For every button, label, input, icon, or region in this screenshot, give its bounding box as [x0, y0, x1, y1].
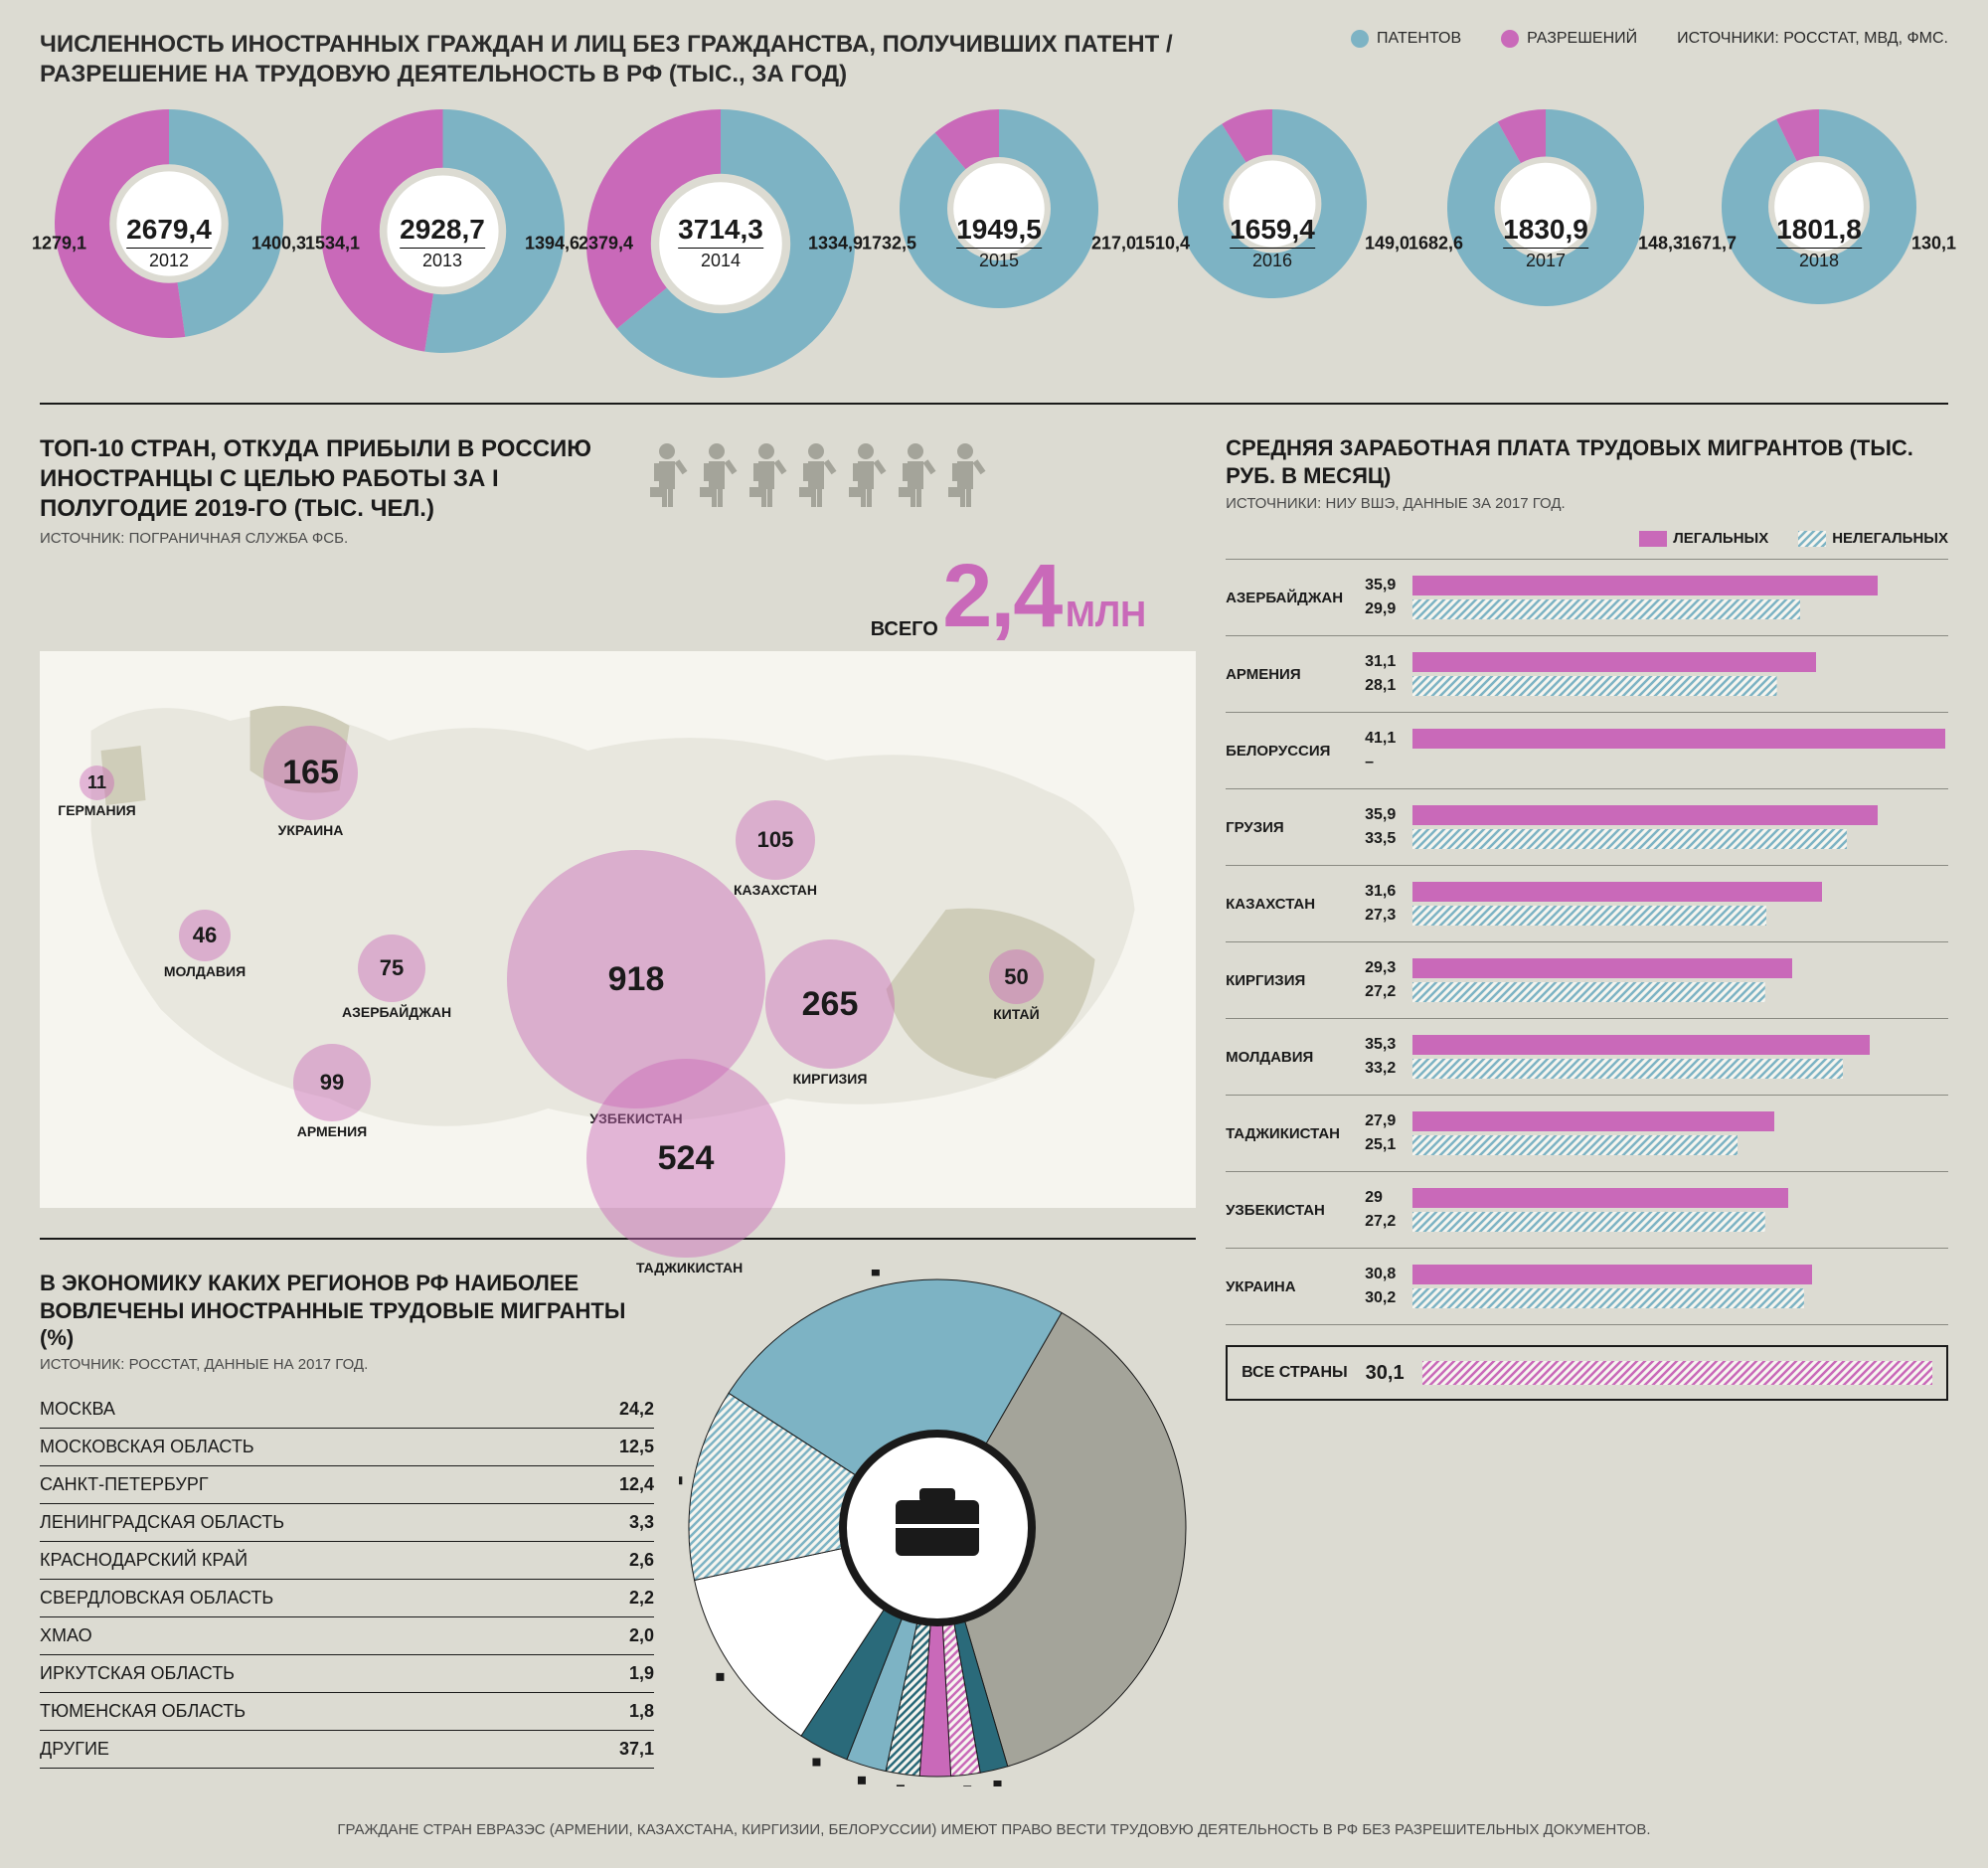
swatch-illegal: [1798, 531, 1826, 547]
region-row: СВЕРДЛОВСКАЯ ОБЛАСТЬ2,2: [40, 1580, 654, 1617]
sec2-title: ТОП-10 СТРАН, ОТКУДА ПРИБЫЛИ В РОССИЮ ИН…: [40, 434, 616, 524]
wage-total-bar: [1422, 1361, 1932, 1385]
wage-row: ГРУЗИЯ 35,9 33,5: [1226, 788, 1948, 865]
region-row: ТЮМЕНСКАЯ ОБЛАСТЬ1,8: [40, 1693, 654, 1731]
wage-row: АРМЕНИЯ 31,1 28,1: [1226, 635, 1948, 712]
map-chart: 918УЗБЕКИСТАН524ТАДЖИКИСТАН265КИРГИЗИЯ16…: [40, 651, 1196, 1208]
country-label: УКРАИНА: [261, 822, 361, 838]
sec2-header: ТОП-10 СТРАН, ОТКУДА ПРИБЫЛИ В РОССИЮ ИН…: [40, 434, 1196, 547]
wage-row: УКРАИНА 30,8 30,2: [1226, 1248, 1948, 1325]
wage-row: КИРГИЗИЯ 29,3 27,2: [1226, 941, 1948, 1018]
wage-row: АЗЕРБАЙДЖАН 35,9 29,9: [1226, 559, 1948, 635]
footer-note: ГРАЖДАНЕ СТРАН ЕВРАЗЭС (АРМЕНИИ, КАЗАХСТ…: [40, 1821, 1948, 1838]
country-label: МОЛДАВИЯ: [155, 963, 254, 979]
region-row: САНКТ-ПЕТЕРБУРГ12,4: [40, 1466, 654, 1504]
donut-2017: 1830,92017 1682,6 148,3: [1416, 109, 1675, 378]
bubble-УКРАИНА: 165: [263, 726, 358, 820]
legend-dot-permits: [1501, 30, 1519, 48]
region-row: ХМАО2,0: [40, 1617, 654, 1655]
region-row: ИРКУТСКАЯ ОБЛАСТЬ1,9: [40, 1655, 654, 1693]
sec3-source: ИСТОЧНИК: РОССТАТ, ДАННЫЕ НА 2017 ГОД.: [40, 1356, 654, 1373]
wage-table: АЗЕРБАЙДЖАН 35,9 29,9 АРМЕНИЯ 31,1 28,1 …: [1226, 559, 1948, 1325]
region-row: МОСКВА24,2: [40, 1391, 654, 1429]
secR-title: СРЕДНЯЯ ЗАРАБОТНАЯ ПЛАТА ТРУДОВЫХ МИГРАН…: [1226, 434, 1948, 489]
legend-legal: ЛЕГАЛЬНЫХ: [1673, 530, 1768, 547]
sec2-total-unit: МЛН: [1066, 594, 1146, 634]
wage-row: КАЗАХСТАН 31,6 27,3: [1226, 865, 1948, 941]
wage-row: БЕЛОРУССИЯ 41,1 –: [1226, 712, 1948, 788]
secR-source: ИСТОЧНИКИ: НИУ ВШЭ, ДАННЫЕ ЗА 2017 ГОД.: [1226, 495, 1948, 512]
worker-icon: [646, 439, 688, 509]
worker-icons: [646, 439, 986, 509]
donut-2013: 2928,72013 1534,1 1394,6: [313, 109, 572, 378]
sec2-total-label: ВСЕГО: [871, 618, 938, 640]
legend-label-patents: ПАТЕНТОВ: [1377, 30, 1461, 47]
worker-icon: [696, 439, 738, 509]
sec2-total-value: 2,4: [942, 547, 1061, 646]
country-label: КАЗАХСТАН: [726, 882, 825, 898]
bubble-ТАДЖИКИСТАН: 524: [586, 1059, 785, 1258]
wage-total-value: 30,1: [1366, 1362, 1405, 1385]
bubble-КАЗАХСТАН: 105: [736, 800, 815, 880]
sec1-title: ЧИСЛЕННОСТЬ ИНОСТРАННЫХ ГРАЖДАН И ЛИЦ БЕ…: [40, 30, 1332, 89]
sec3: В ЭКОНОМИКУ КАКИХ РЕГИОНОВ РФ НАИБОЛЕЕ В…: [40, 1270, 1196, 1786]
donut-2014: 3714,32014 2379,4 1334,9: [586, 109, 855, 378]
sec3-title: В ЭКОНОМИКУ КАКИХ РЕГИОНОВ РФ НАИБОЛЕЕ В…: [40, 1270, 654, 1352]
donut-2012: 2679,42012 1279,1 1400,3: [40, 109, 298, 378]
donut-row: 2679,42012 1279,1 1400,3 2928,72013 1534…: [40, 109, 1948, 378]
donut-2016: 1659,42016 1510,4 149,0: [1143, 109, 1402, 378]
bubble-КИРГИЗИЯ: 265: [765, 939, 895, 1069]
legend-illegal: НЕЛЕГАЛЬНЫХ: [1832, 530, 1948, 547]
regions-pie: [679, 1270, 1196, 1786]
swatch-legal: [1639, 531, 1667, 547]
sec1-header: ЧИСЛЕННОСТЬ ИНОСТРАННЫХ ГРАЖДАН И ЛИЦ БЕ…: [40, 30, 1948, 89]
wage-total-row: ВСЕ СТРАНЫ 30,1: [1226, 1345, 1948, 1401]
region-row: ДРУГИЕ37,1: [40, 1731, 654, 1769]
wage-total-label: ВСЕ СТРАНЫ: [1242, 1364, 1348, 1382]
bubble-ГЕРМАНИЯ: 11: [80, 765, 114, 800]
worker-icon: [795, 439, 837, 509]
wage-row: МОЛДАВИЯ 35,3 33,2: [1226, 1018, 1948, 1095]
wage-row: УЗБЕКИСТАН 29 27,2: [1226, 1171, 1948, 1248]
country-label: АЗЕРБАЙДЖАН: [342, 1004, 441, 1020]
worker-icon: [845, 439, 887, 509]
legend-label-permits: РАЗРЕШЕНИЙ: [1527, 30, 1637, 47]
sec1-legend: ПАТЕНТОВ РАЗРЕШЕНИЙ ИСТОЧНИКИ: РОССТАТ, …: [1351, 30, 1948, 48]
worker-icon: [895, 439, 936, 509]
worker-icon: [944, 439, 986, 509]
country-label: АРМЕНИЯ: [282, 1123, 382, 1139]
region-row: ЛЕНИНГРАДСКАЯ ОБЛАСТЬ3,3: [40, 1504, 654, 1542]
bubble-АЗЕРБАЙДЖАН: 75: [358, 934, 425, 1002]
sec2-source: ИСТОЧНИК: ПОГРАНИЧНАЯ СЛУЖБА ФСБ.: [40, 530, 616, 547]
donut-2015: 1949,52015 1732,5 217,0: [870, 109, 1128, 378]
country-label: КИТАЙ: [967, 1006, 1067, 1022]
divider-2: [40, 1238, 1196, 1240]
regions-table: МОСКВА24,2МОСКОВСКАЯ ОБЛАСТЬ12,5САНКТ-ПЕ…: [40, 1391, 654, 1769]
region-row: МОСКОВСКАЯ ОБЛАСТЬ12,5: [40, 1429, 654, 1466]
bubble-МОЛДАВИЯ: 46: [179, 910, 231, 961]
sec1-sources: ИСТОЧНИКИ: РОССТАТ, МВД, ФМС.: [1677, 30, 1948, 48]
region-row: КРАСНОДАРСКИЙ КРАЙ2,6: [40, 1542, 654, 1580]
sec2-total: ВСЕГО 2,4 МЛН: [40, 552, 1146, 641]
divider-1: [40, 403, 1948, 405]
country-label: КИРГИЗИЯ: [780, 1071, 880, 1087]
bubble-КИТАЙ: 50: [989, 949, 1044, 1004]
bubble-АРМЕНИЯ: 99: [293, 1044, 371, 1121]
wage-legend: ЛЕГАЛЬНЫХ НЕЛЕГАЛЬНЫХ: [1226, 530, 1948, 547]
donut-2018: 1801,82018 1671,7 130,1: [1690, 109, 1948, 378]
country-label: ГЕРМАНИЯ: [48, 802, 147, 818]
legend-dot-patents: [1351, 30, 1369, 48]
worker-icon: [746, 439, 787, 509]
wage-row: ТАДЖИКИСТАН 27,9 25,1: [1226, 1095, 1948, 1171]
